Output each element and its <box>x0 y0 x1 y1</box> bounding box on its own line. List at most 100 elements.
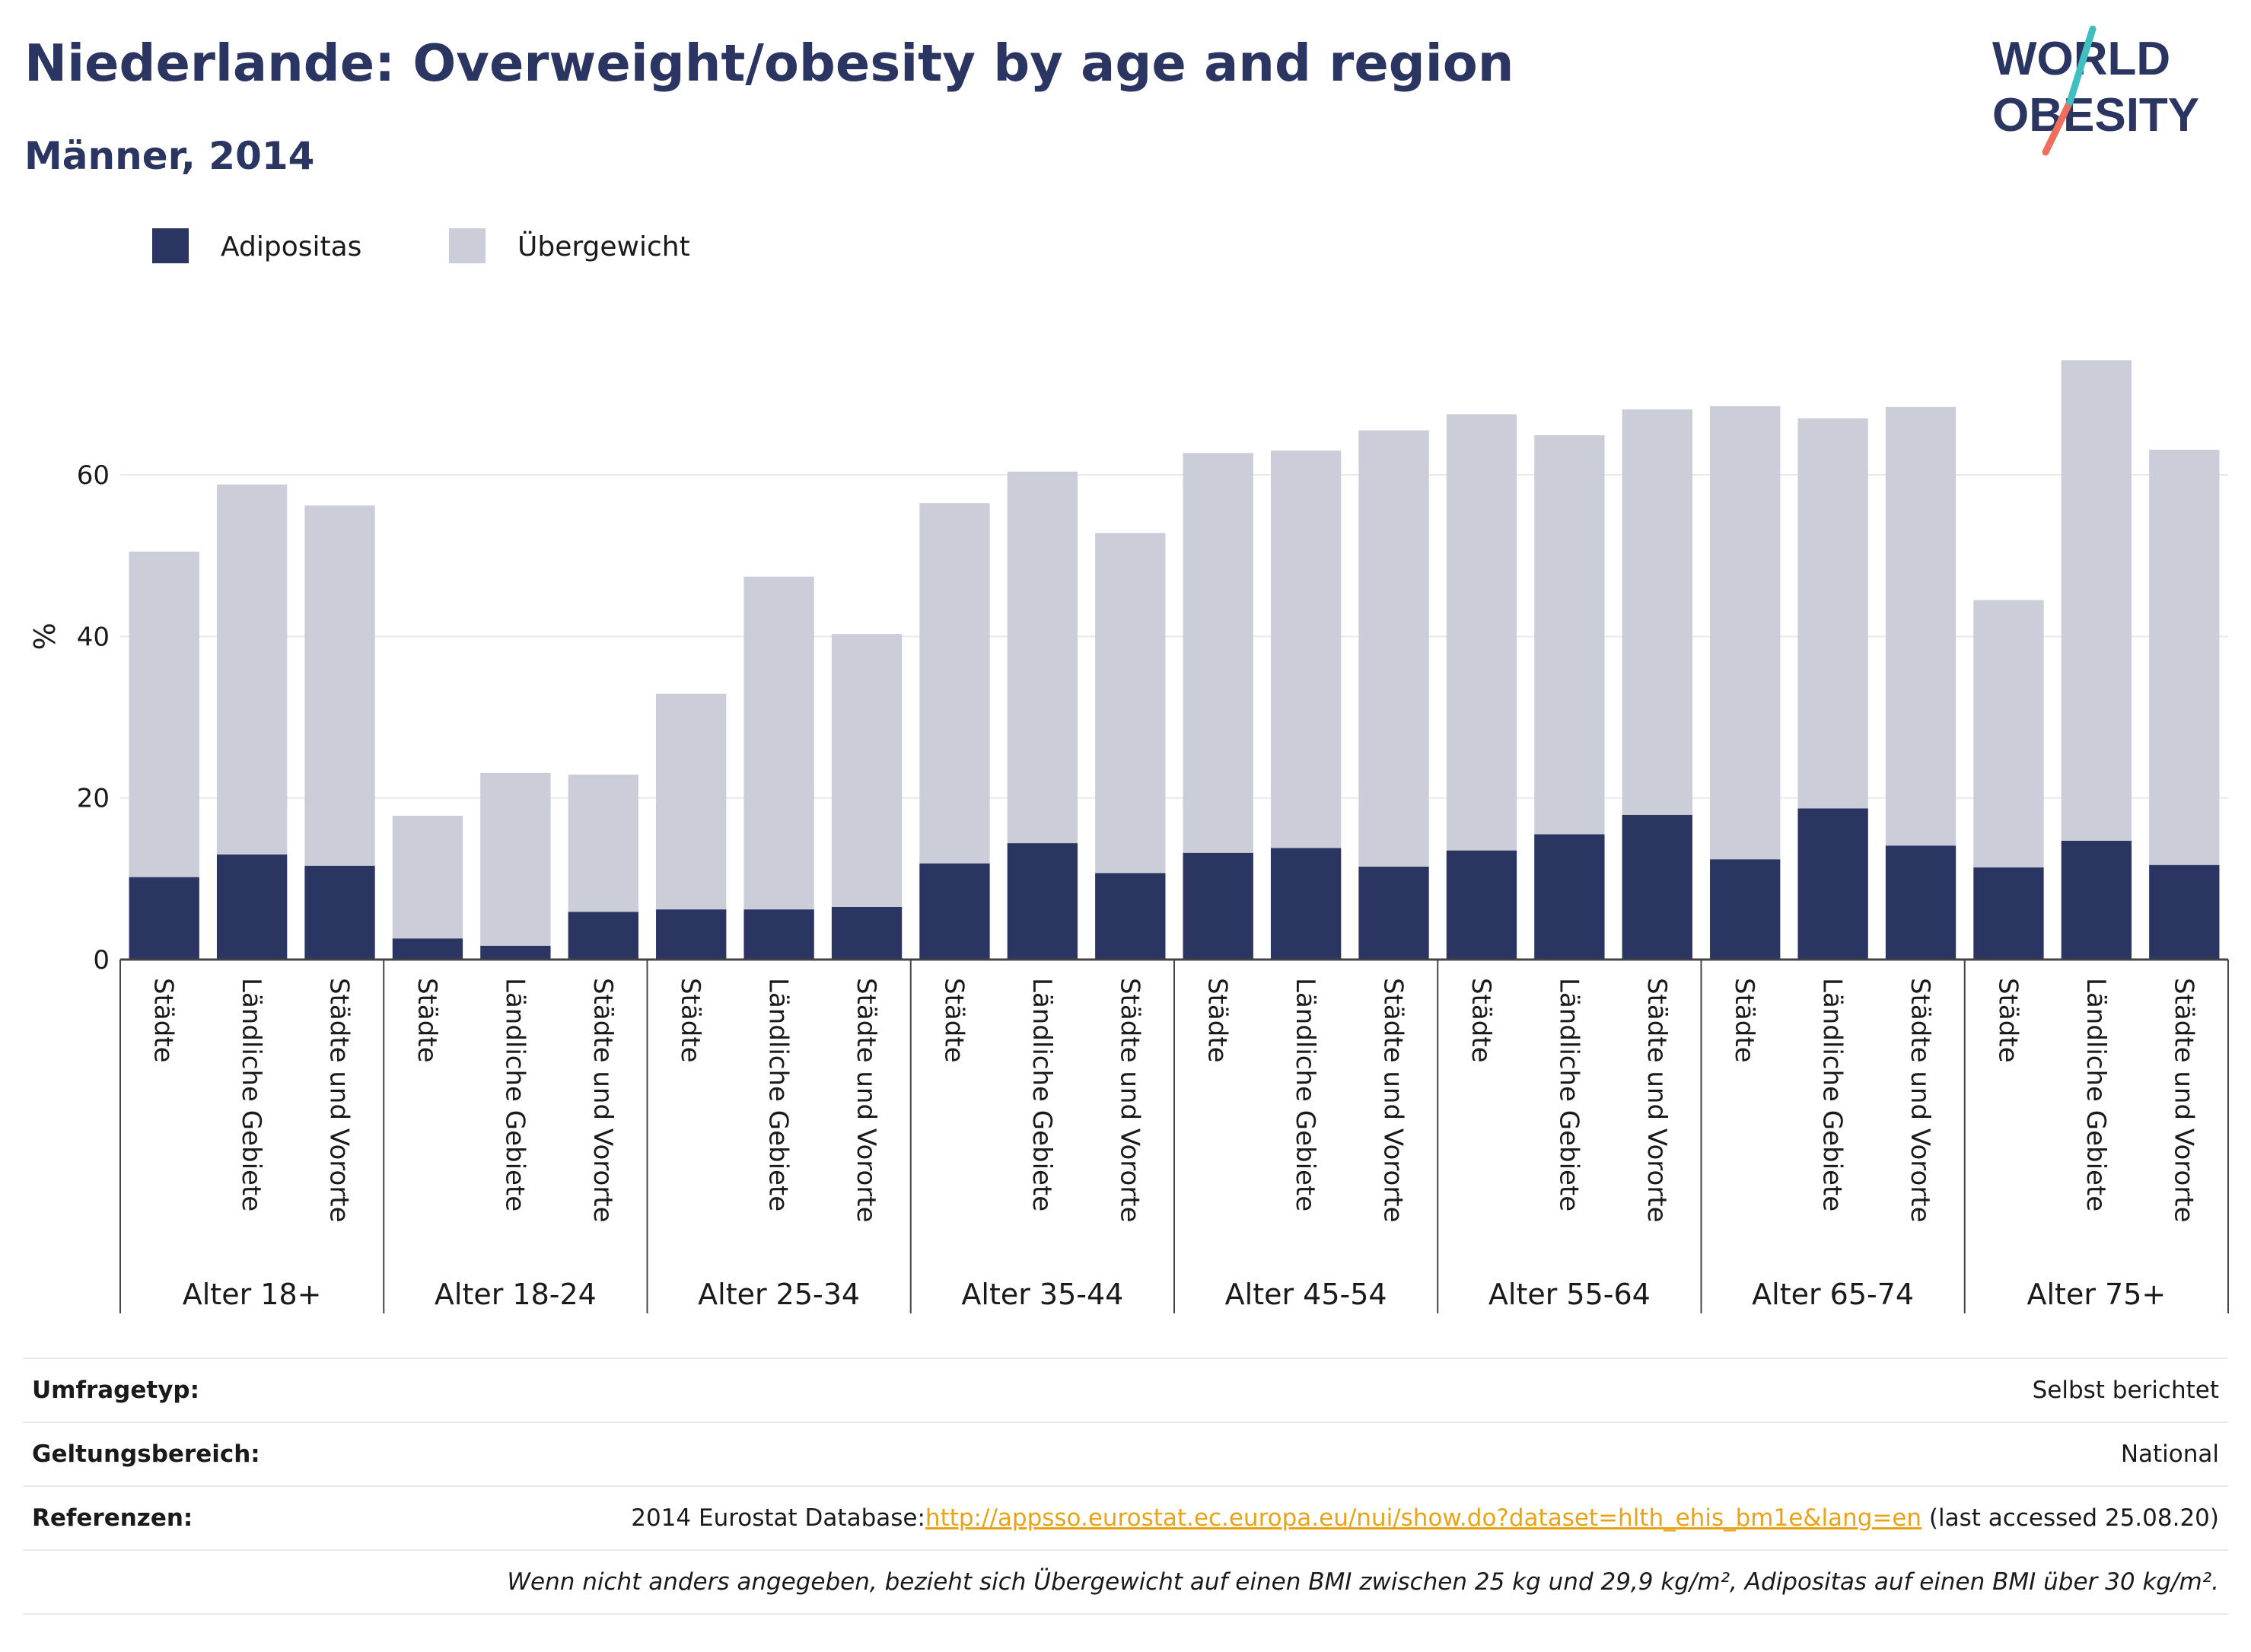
x-tick-label: Städte <box>1202 978 1233 1063</box>
bar-overweight <box>656 693 727 910</box>
bar-overweight <box>1710 406 1781 860</box>
stacked-bar-chart: 0 20 40 60% Städte Ländliche Gebiete Städte un… <box>28 228 2229 1313</box>
x-tick-label: Städte und Vororte <box>1378 978 1409 1223</box>
bar-obesity <box>1622 814 1692 960</box>
bar-obesity <box>743 909 814 960</box>
x-tick-label: Ländliche Gebiete <box>499 978 530 1211</box>
legend-swatch <box>152 228 189 263</box>
world-obesity-logo: WORLD OBESITY <box>1992 25 2199 156</box>
x-tick-label: Städte und Vororte <box>1905 978 1935 1223</box>
x-tick-label: Ländliche Gebiete <box>236 978 266 1211</box>
bar-obesity <box>919 863 990 960</box>
bar-obesity <box>129 877 199 960</box>
y-axis-label: % <box>28 622 62 650</box>
x-tick-label: Städte <box>1466 978 1496 1063</box>
x-tick-label: Städte <box>938 978 969 1063</box>
bar-overweight <box>1885 406 1956 846</box>
group-label: Alter 25-34 <box>698 1278 860 1311</box>
bar-obesity <box>1710 859 1781 960</box>
x-tick-label: Ländliche Gebiete <box>1817 978 1848 1211</box>
bar-overweight <box>1007 471 1078 844</box>
x-tick-label: Städte und Vororte <box>2168 978 2198 1223</box>
reference-prefix: 2014 Eurostat Database: <box>631 1504 925 1532</box>
y-tick-label: 20 <box>77 784 110 814</box>
bar-obesity <box>2149 864 2220 960</box>
bar-overweight <box>1183 453 1253 853</box>
bar-obesity <box>392 938 463 960</box>
x-tick-label: Städte und Vororte <box>587 978 618 1223</box>
chart-subtitle: Männer, 2014 <box>24 134 315 178</box>
group-label: Alter 75+ <box>2027 1278 2167 1311</box>
bar-obesity <box>831 906 903 960</box>
bar-obesity <box>1446 850 1517 960</box>
bar-obesity <box>1534 834 1605 960</box>
meta-row-scope: Geltungsbereich: National <box>23 1423 2228 1487</box>
bar-overweight <box>2149 450 2220 865</box>
x-tick-label: Städte und Vororte <box>1114 978 1145 1223</box>
bar-overweight <box>831 634 903 907</box>
legend-swatch <box>449 228 486 263</box>
legend-label: Übergewicht <box>517 231 690 263</box>
bar-overweight <box>216 484 288 855</box>
bar-overweight <box>304 505 375 866</box>
bar-obesity <box>1885 845 1956 960</box>
bar-overweight <box>2061 360 2132 841</box>
survey-type-label: Umfragetyp: <box>32 1377 199 1404</box>
bar-overweight <box>1973 600 2044 867</box>
x-tick-label: Städte <box>148 978 179 1063</box>
x-tick-label: Städte <box>1729 978 1759 1063</box>
x-tick-label: Städte <box>675 978 705 1063</box>
scope-label: Geltungsbereich: <box>32 1440 260 1468</box>
bar-overweight <box>392 816 463 939</box>
group-label: Alter 18+ <box>183 1278 322 1311</box>
bar-overweight <box>1270 450 1342 848</box>
reference-link[interactable]: http://appsso.eurostat.ec.europa.eu/nui/… <box>925 1504 1922 1532</box>
bar-obesity <box>656 909 727 960</box>
x-tick-label: Städte <box>1992 978 2023 1063</box>
x-tick-label: Städte <box>412 978 442 1063</box>
x-tick-label: Ländliche Gebiete <box>1553 978 1584 1211</box>
reference-suffix: (last accessed 25.08.20) <box>1921 1504 2219 1532</box>
bar-overweight <box>919 503 990 864</box>
meta-row-survey-type: Umfragetyp: Selbst berichtet <box>23 1359 2228 1423</box>
x-tick-label: Ländliche Gebiete <box>2081 978 2111 1211</box>
bar-obesity <box>1007 843 1078 960</box>
group-label: Alter 18-24 <box>435 1278 597 1311</box>
bar-obesity <box>480 945 551 960</box>
bar-obesity <box>216 854 288 960</box>
x-tick-label: Ländliche Gebiete <box>1290 978 1320 1211</box>
bar-obesity <box>1095 873 1166 960</box>
y-tick-label: 60 <box>77 460 110 491</box>
bar-overweight <box>743 576 814 910</box>
logo-text-line2: OBESITY <box>1992 89 2199 142</box>
group-label: Alter 35-44 <box>961 1278 1123 1311</box>
logo-slash-coral <box>2042 98 2074 156</box>
bar-obesity <box>568 912 638 960</box>
x-tick-label: Ländliche Gebiete <box>763 978 794 1211</box>
scope-value: National <box>2120 1440 2219 1468</box>
x-tick-label: Städte und Vororte <box>324 978 355 1223</box>
bar-overweight <box>480 772 551 946</box>
references-label: Referenzen: <box>32 1504 193 1532</box>
bar-obesity <box>1183 852 1253 960</box>
x-tick-label: Städte und Vororte <box>1641 978 1672 1223</box>
x-tick-label: Ländliche Gebiete <box>1027 978 1057 1211</box>
bar-overweight <box>1446 414 1517 851</box>
bar-obesity <box>304 865 375 960</box>
bar-obesity <box>1358 866 1429 960</box>
group-label: Alter 65-74 <box>1752 1278 1914 1311</box>
bar-overweight <box>129 551 199 877</box>
bar-overweight <box>1534 434 1605 835</box>
metadata-table: Umfragetyp: Selbst berichtet Geltungsber… <box>23 1358 2228 1615</box>
bar-obesity <box>1973 867 2044 960</box>
bar-overweight <box>568 774 638 912</box>
y-tick-label: 40 <box>77 622 110 652</box>
bar-overweight <box>1095 533 1166 874</box>
bar-obesity <box>1797 808 1868 960</box>
group-label: Alter 45-54 <box>1225 1278 1387 1311</box>
x-tick-label: Städte und Vororte <box>851 978 881 1223</box>
bar-overweight <box>1797 418 1868 809</box>
references-value: 2014 Eurostat Database:http://appsso.eur… <box>631 1504 2219 1532</box>
bar-obesity <box>2061 840 2132 960</box>
chart-title: Niederlande: Overweight/obesity by age a… <box>24 33 1514 93</box>
